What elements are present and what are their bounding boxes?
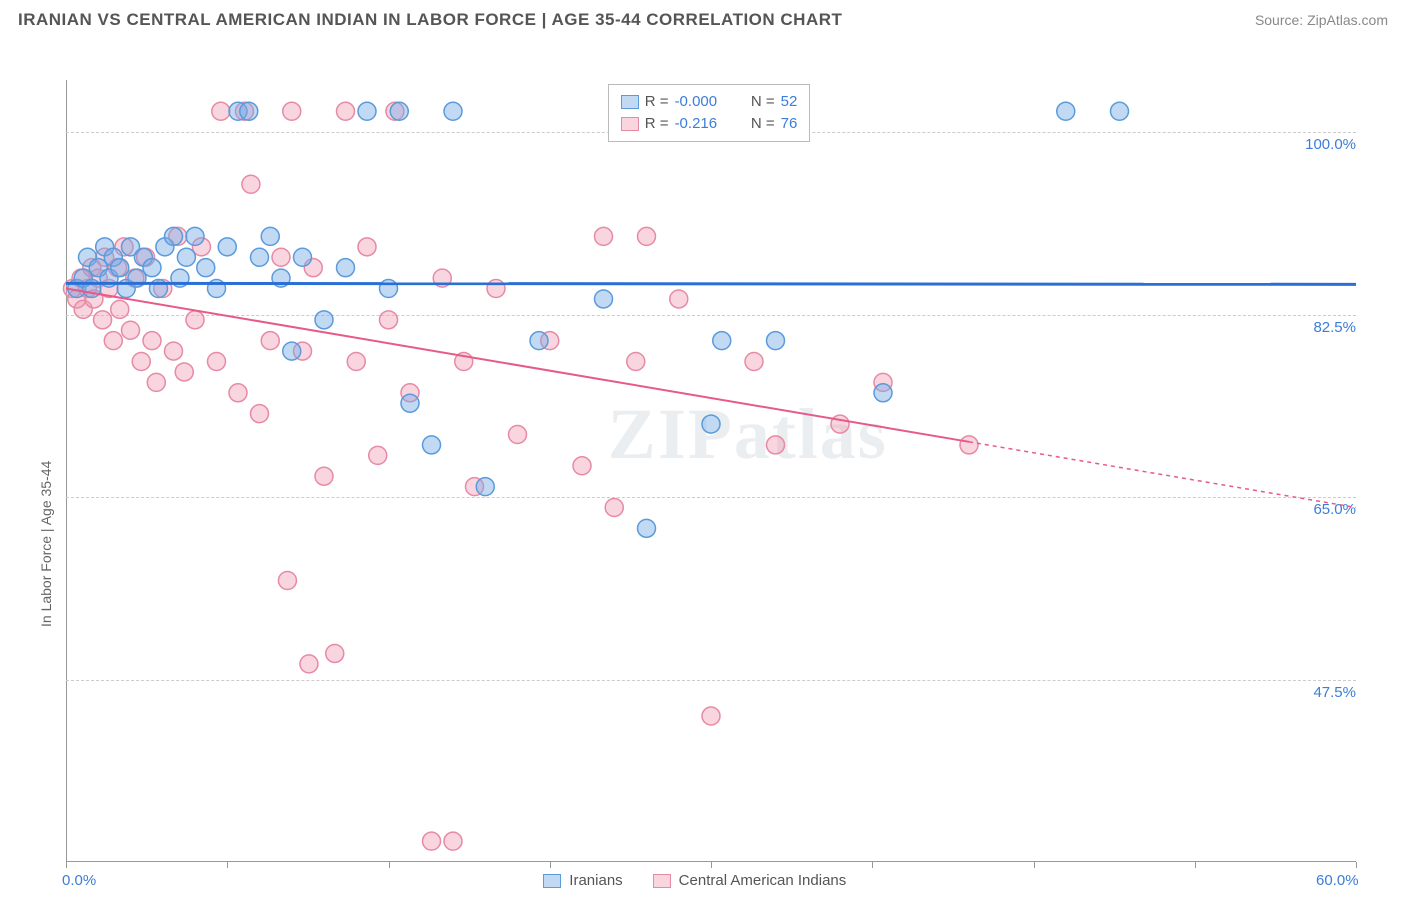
data-point (401, 394, 419, 412)
data-point (272, 248, 290, 266)
chart-source: Source: ZipAtlas.com (1255, 12, 1388, 28)
data-point (595, 227, 613, 245)
data-point (444, 832, 462, 850)
data-point (627, 353, 645, 371)
data-point (143, 259, 161, 277)
data-point (874, 384, 892, 402)
data-point (175, 363, 193, 381)
data-point (104, 332, 122, 350)
legend-swatch (621, 117, 639, 131)
chart-header: IRANIAN VS CENTRAL AMERICAN INDIAN IN LA… (0, 0, 1406, 36)
trend-line-extrapolated (969, 442, 1356, 508)
series-legend-item: Central American Indians (653, 872, 847, 889)
data-point (132, 353, 150, 371)
stats-legend-row: R = -0.216 N = 76 (621, 113, 798, 135)
data-point (261, 332, 279, 350)
data-point (261, 227, 279, 245)
data-point (713, 332, 731, 350)
data-point (242, 175, 260, 193)
data-point (831, 415, 849, 433)
data-point (122, 321, 140, 339)
chart-area: 47.5%65.0%82.5%100.0%ZIPatlasIn Labor Fo… (18, 36, 1406, 910)
data-point (283, 102, 301, 120)
data-point (294, 248, 312, 266)
data-point (509, 426, 527, 444)
data-point (767, 332, 785, 350)
data-point (315, 467, 333, 485)
data-point (165, 227, 183, 245)
data-point (605, 498, 623, 516)
data-point (315, 311, 333, 329)
chart-title: IRANIAN VS CENTRAL AMERICAN INDIAN IN LA… (18, 10, 842, 30)
data-point (530, 332, 548, 350)
data-point (573, 457, 591, 475)
data-point (444, 102, 462, 120)
data-point (745, 353, 763, 371)
data-point (358, 102, 376, 120)
x-min-label: 0.0% (62, 872, 96, 889)
data-point (702, 707, 720, 725)
data-point (326, 644, 344, 662)
legend-swatch (543, 874, 561, 888)
data-point (229, 384, 247, 402)
data-point (369, 446, 387, 464)
data-point (218, 238, 236, 256)
data-point (197, 259, 215, 277)
data-point (94, 311, 112, 329)
x-max-label: 60.0% (1316, 872, 1359, 889)
data-point (278, 571, 296, 589)
data-point (165, 342, 183, 360)
series-legend: Iranians Central American Indians (543, 872, 846, 889)
data-point (111, 300, 129, 318)
data-point (337, 102, 355, 120)
trend-line (66, 283, 1356, 284)
stats-legend-row: R = -0.000 N = 52 (621, 91, 798, 113)
data-point (186, 227, 204, 245)
series-legend-item: Iranians (543, 872, 622, 889)
data-point (212, 102, 230, 120)
data-point (423, 832, 441, 850)
data-point (1111, 102, 1129, 120)
data-point (300, 655, 318, 673)
data-point (347, 353, 365, 371)
scatter-svg (18, 36, 1366, 872)
data-point (251, 405, 269, 423)
legend-swatch (621, 95, 639, 109)
data-point (595, 290, 613, 308)
data-point (767, 436, 785, 454)
data-point (111, 259, 129, 277)
data-point (390, 102, 408, 120)
data-point (177, 248, 195, 266)
data-point (476, 478, 494, 496)
data-point (638, 519, 656, 537)
data-point (670, 290, 688, 308)
data-point (283, 342, 301, 360)
data-point (702, 415, 720, 433)
data-point (423, 436, 441, 454)
data-point (251, 248, 269, 266)
series-legend-label: Iranians (569, 872, 622, 889)
data-point (358, 238, 376, 256)
data-point (1057, 102, 1075, 120)
trend-line (66, 289, 969, 442)
data-point (147, 373, 165, 391)
data-point (380, 311, 398, 329)
data-point (960, 436, 978, 454)
data-point (638, 227, 656, 245)
data-point (337, 259, 355, 277)
stats-legend: R = -0.000 N = 52R = -0.216 N = 76 (608, 84, 811, 142)
y-axis-label: In Labor Force | Age 35-44 (38, 461, 54, 627)
series-legend-label: Central American Indians (679, 872, 847, 889)
data-point (143, 332, 161, 350)
legend-swatch (653, 874, 671, 888)
data-point (186, 311, 204, 329)
data-point (240, 102, 258, 120)
data-point (208, 353, 226, 371)
